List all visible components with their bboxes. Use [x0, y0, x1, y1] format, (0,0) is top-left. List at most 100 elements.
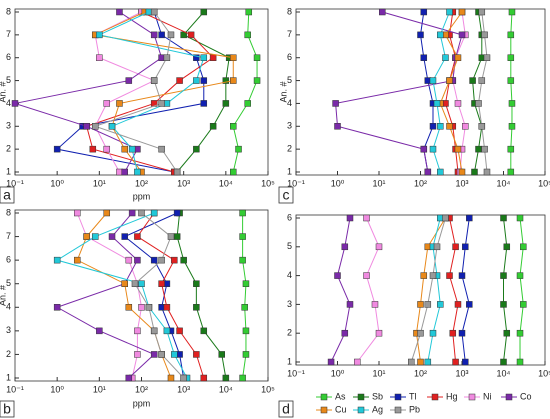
data-point — [375, 329, 383, 337]
data-point — [180, 374, 187, 382]
data-point — [341, 243, 349, 251]
legend-marker — [357, 393, 365, 401]
y-axis-label: An. # — [0, 285, 7, 306]
x-tick-label: 10⁴ — [497, 178, 511, 188]
data-point — [516, 329, 524, 337]
data-point — [475, 145, 482, 153]
data-point — [167, 31, 175, 39]
legend-label: Cu — [335, 404, 347, 414]
data-point — [446, 272, 453, 279]
data-point — [508, 100, 516, 107]
data-point — [500, 358, 507, 366]
data-point — [134, 351, 141, 358]
y-tick-label: 4 — [287, 98, 292, 108]
data-point — [424, 301, 432, 308]
data-point — [429, 77, 437, 84]
data-point — [500, 272, 507, 279]
data-point — [239, 209, 246, 217]
y-tick-label: 8 — [6, 6, 11, 16]
data-point — [469, 77, 476, 84]
data-point — [483, 54, 491, 61]
data-point — [478, 8, 486, 16]
data-point — [121, 145, 128, 153]
series-line — [55, 212, 156, 379]
data-point — [121, 168, 128, 176]
data-point — [242, 351, 250, 358]
legend-label: Ag — [372, 404, 383, 414]
data-point — [375, 243, 383, 251]
data-point — [503, 243, 511, 251]
y-axis-label: An. # — [0, 81, 7, 102]
series-line — [410, 217, 446, 363]
panel-label-box — [0, 186, 15, 204]
data-point — [158, 31, 165, 39]
series-line — [76, 212, 143, 379]
data-point — [242, 280, 250, 287]
legend-marker — [505, 393, 513, 401]
data-point — [507, 168, 515, 176]
x-tick-label: 10⁰ — [331, 368, 345, 378]
data-point — [200, 8, 208, 16]
x-tick-label: 10³ — [455, 178, 468, 188]
data-point — [173, 168, 181, 176]
data-point — [516, 358, 524, 366]
data-point — [442, 214, 449, 222]
series-line — [478, 11, 488, 173]
x-tick-label: 10² — [414, 178, 427, 188]
data-point — [125, 304, 133, 311]
data-point — [145, 304, 153, 311]
data-point — [83, 233, 90, 240]
data-point — [433, 100, 441, 107]
data-point — [158, 351, 165, 358]
data-point — [173, 233, 181, 240]
data-point — [454, 301, 462, 308]
series-line — [176, 11, 230, 173]
series-line — [439, 11, 463, 173]
data-point — [379, 8, 386, 16]
data-point — [163, 54, 171, 61]
legend-label: As — [335, 391, 346, 401]
data-point — [417, 358, 424, 366]
data-point — [200, 100, 208, 107]
data-point — [500, 214, 507, 222]
data-point — [116, 8, 123, 16]
panel-label-box — [278, 186, 294, 204]
data-point — [475, 100, 482, 107]
data-point — [478, 77, 486, 84]
x-tick-label: 10¹ — [93, 384, 106, 394]
series-line — [461, 217, 470, 363]
x-tick-label: 10¹ — [93, 178, 106, 188]
data-point — [363, 214, 370, 222]
data-point — [108, 123, 116, 130]
data-point — [507, 31, 515, 39]
data-point — [253, 77, 261, 84]
data-point — [74, 256, 81, 264]
data-point — [500, 301, 507, 308]
data-point — [150, 77, 158, 84]
series-line — [448, 217, 459, 363]
x-tick-label: 10³ — [177, 178, 190, 188]
y-tick-label: 2 — [287, 144, 292, 154]
x-tick-label: 10¹ — [372, 368, 385, 378]
data-point — [89, 145, 97, 153]
series-line — [432, 11, 450, 173]
data-point — [332, 100, 339, 107]
y-tick-label: 5 — [6, 278, 11, 288]
data-point — [103, 209, 111, 217]
x-tick-label: 10⁻¹ — [6, 178, 24, 188]
data-point — [458, 329, 466, 337]
data-point — [437, 31, 444, 39]
y-tick-label: 4 — [6, 302, 11, 312]
data-point — [334, 272, 341, 279]
series-line — [356, 217, 380, 363]
data-point — [125, 77, 133, 84]
data-point — [346, 301, 354, 308]
data-point — [481, 145, 488, 153]
x-tick-label: 10⁻¹ — [287, 178, 305, 188]
data-point — [150, 351, 158, 358]
y-tick-label: 1 — [6, 372, 11, 382]
data-point — [53, 145, 61, 153]
y-tick-label: 2 — [287, 328, 292, 338]
x-tick-label: 10⁵ — [538, 368, 550, 378]
data-point — [429, 145, 437, 153]
